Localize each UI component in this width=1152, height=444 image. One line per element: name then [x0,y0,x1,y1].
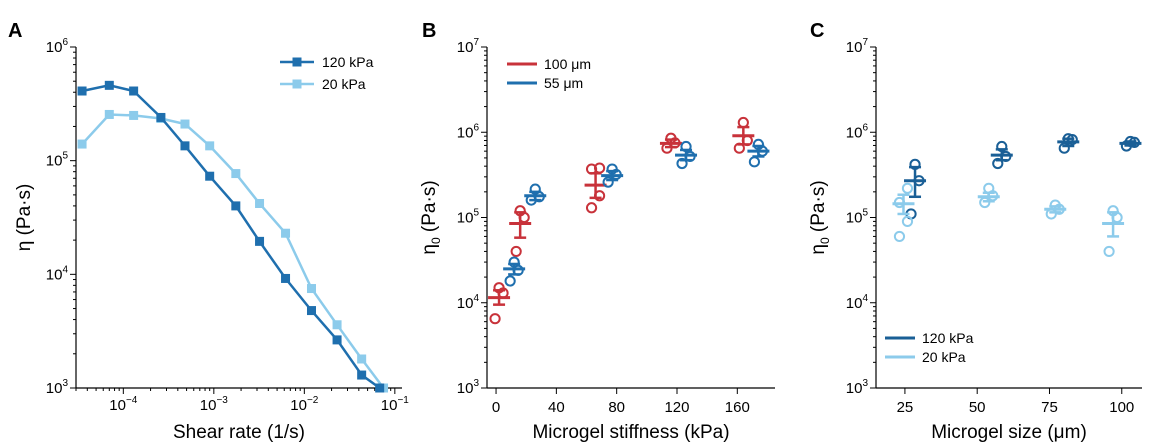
y-axis-label: η (Pa·s) [14,184,35,252]
y-tick-label: 107 [457,37,480,56]
x-tick-label: 10−3 [200,395,229,414]
data-point [357,370,367,380]
data-point [1103,245,1115,258]
data-point [585,202,598,214]
data-point [602,176,614,188]
data-point [375,383,385,393]
y-axis-label: η0 (Pa·s) [808,180,832,254]
data-point [510,245,522,258]
data-point [129,110,139,120]
data-point [255,198,265,208]
data-point [737,116,749,129]
x-tick-label: 50 [969,399,986,416]
legend-label: 20 kPa [322,76,366,92]
legend-marker [292,79,302,89]
x-tick-label: 25 [897,399,914,416]
data-point [676,157,688,170]
data-point [205,141,215,151]
y-tick-label: 105 [457,208,480,227]
x-axis-label: Shear rate (1/s) [173,422,305,443]
data-point [205,171,215,181]
panel-a-letter: A [8,20,22,42]
y-tick-label: 107 [846,37,869,56]
data-point [893,230,906,243]
data-point [992,157,1004,170]
legend-label: 20 kPa [922,349,966,365]
x-tick-label: 80 [608,399,625,416]
legend-label: 100 μm [544,56,591,72]
data-point [306,284,316,294]
data-point [357,354,367,364]
x-tick-label: 120 [664,399,689,416]
y-tick-label: 106 [846,122,869,141]
x-tick-label: 0 [492,399,500,416]
x-tick-label: 160 [725,399,750,416]
x-tick-label: 100 [1109,399,1134,416]
x-tick-label: 10−4 [109,395,138,414]
data-point [104,80,114,90]
x-axis-label: Microgel size (μm) [931,422,1087,443]
data-point [129,86,139,96]
panel-c-chart: 103 104 105 106 107 25 50 75 100 Microgel size (μ… [808,37,1142,443]
x-tick-label: 75 [1041,399,1058,416]
y-tick-label: 105 [846,208,869,227]
y-tick-label: 106 [457,122,480,141]
legend-label: 55 μm [544,75,583,91]
data-point [489,313,501,325]
panel-b-chart: 103 104 105 106 107 0 40 80 120 160 Microgel stiff… [419,37,775,443]
data-point [281,273,291,283]
data-point [231,201,241,211]
data-point [748,156,761,168]
y-tick-label: 104 [846,293,869,312]
y-tick-label: 104 [457,293,480,312]
data-point [255,236,265,246]
x-axis-label: Microgel stiffness (kPa) [532,422,729,443]
y-tick-label: 103 [457,378,480,397]
data-point [1058,142,1070,154]
data-point [156,112,166,122]
y-tick-label: 106 [46,37,69,56]
legend-label: 120 kPa [322,54,374,70]
data-point [504,275,516,287]
data-point [306,306,316,316]
y-tick-label: 104 [46,264,69,283]
y-tick-label: 105 [46,151,69,170]
y-axis-label: η0 (Pa·s) [419,180,443,254]
data-point [281,228,291,238]
x-tick-label: 10−2 [290,395,319,414]
series-line [81,113,385,389]
panel-b-letter: B [422,20,436,42]
data-point [77,139,87,149]
data-point [332,335,342,345]
data-point [180,141,190,151]
legend-marker [292,57,302,67]
data-point [901,182,914,194]
data-point [332,320,342,330]
data-point [901,215,914,228]
data-point [180,119,190,129]
panel-c-letter: C [810,20,824,42]
data-point [231,169,241,179]
legend-label: 120 kPa [922,330,974,346]
y-tick-label: 103 [846,378,869,397]
x-tick-label: 40 [548,399,565,416]
panel-a-chart: 103 104 105 106 10−4 10−3 10−2 10−1 Shear rate (… [14,37,409,443]
data-point [77,86,87,96]
y-tick-label: 103 [46,378,69,397]
x-tick-label: 10−1 [381,395,410,414]
data-point [104,109,114,119]
